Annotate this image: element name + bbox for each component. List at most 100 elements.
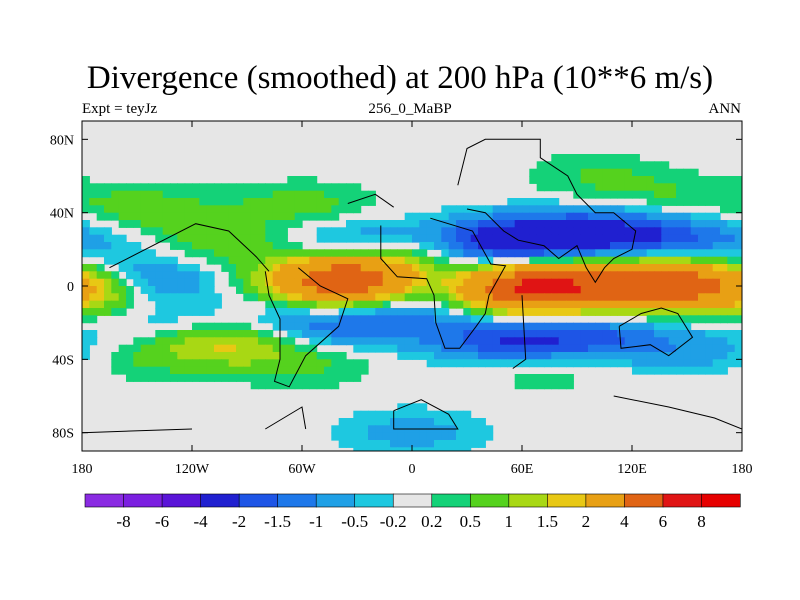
field-cell [720, 227, 728, 236]
field-cell [441, 227, 450, 236]
field-cell [529, 352, 538, 360]
field-cell [646, 322, 655, 331]
field-cell [294, 242, 303, 250]
field-cell [632, 190, 640, 199]
field-cell [221, 264, 230, 272]
field-cell [529, 242, 538, 250]
field-cell [566, 300, 574, 309]
field-cell [705, 300, 714, 309]
field-cell [470, 249, 479, 258]
field-cell [426, 352, 435, 360]
field-cell [126, 293, 134, 302]
field-cell [712, 264, 721, 272]
field-cell [478, 432, 486, 441]
field-cell [470, 212, 479, 221]
field-cell [463, 322, 472, 331]
field-cell [360, 432, 369, 441]
field-cell [250, 352, 259, 360]
field-cell [580, 161, 589, 170]
field-cell [463, 220, 472, 228]
field-cell [580, 256, 589, 265]
field-cell [170, 374, 178, 382]
field-cell [478, 315, 486, 324]
field-cell [126, 190, 134, 199]
field-cell [382, 425, 391, 434]
field-cell [155, 256, 164, 265]
field-cell [236, 205, 244, 214]
field-cell [463, 308, 472, 316]
field-cell [588, 190, 596, 199]
field-cell [654, 308, 662, 316]
field-cell [155, 220, 164, 228]
field-cell [617, 176, 626, 184]
field-cell [368, 249, 376, 258]
colorbar-label: 2 [582, 512, 591, 531]
field-cell [360, 344, 369, 353]
field-cell [368, 344, 376, 353]
field-cell [199, 220, 208, 228]
field-cell [412, 447, 420, 451]
field-cell [331, 366, 340, 375]
field-cell [353, 308, 362, 316]
field-cell [624, 205, 633, 214]
field-cell [236, 198, 244, 206]
field-cell [375, 440, 384, 448]
field-cell [470, 322, 479, 331]
field-cell [338, 264, 347, 272]
field-cell [558, 176, 567, 184]
field-cell [412, 352, 420, 360]
field-cell [536, 286, 545, 294]
field-cell [470, 205, 479, 214]
field-cell [331, 278, 340, 287]
field-cell [104, 205, 112, 214]
field-cell [228, 359, 237, 368]
field-cell [192, 278, 200, 287]
colorbar-label: -8 [116, 512, 130, 531]
field-cell [632, 212, 640, 221]
field-cell [412, 271, 420, 280]
field-cell [155, 234, 164, 243]
field-cell [470, 418, 479, 426]
field-cell [82, 293, 90, 302]
field-cell [734, 271, 742, 280]
field-cell [346, 432, 354, 441]
field-cell [294, 190, 303, 199]
field-cell [448, 278, 457, 287]
field-cell [250, 359, 259, 368]
y-tick-label: 0 [67, 280, 74, 295]
field-cell [397, 440, 406, 448]
field-cell [148, 190, 156, 199]
field-cell [683, 366, 692, 375]
field-cell [588, 293, 596, 302]
field-cell [265, 344, 274, 353]
field-cell [206, 205, 215, 214]
field-cell [140, 286, 149, 294]
field-cell [456, 271, 464, 280]
field-cell [265, 330, 274, 338]
field-cell [162, 344, 171, 353]
field-cell [353, 410, 362, 419]
field-cell [602, 249, 611, 258]
field-cell [544, 300, 552, 309]
field-cell [500, 352, 508, 360]
field-cell [661, 212, 670, 221]
field-cell [331, 198, 340, 206]
field-cell [89, 183, 98, 192]
field-cell [683, 256, 692, 265]
field-cell [206, 308, 215, 316]
field-cell [324, 337, 332, 346]
field-cell [624, 234, 633, 243]
field-cell [82, 308, 90, 316]
field-cell [419, 440, 428, 448]
field-cell [646, 286, 655, 294]
field-cell [294, 322, 303, 331]
field-cell [162, 337, 171, 346]
field-cell [712, 256, 721, 265]
field-cell [646, 264, 655, 272]
field-cell [617, 212, 626, 221]
field-cell [558, 271, 567, 280]
field-cell [683, 190, 692, 199]
field-cell [133, 271, 142, 280]
field-cell [302, 249, 310, 258]
field-cell [243, 278, 252, 287]
